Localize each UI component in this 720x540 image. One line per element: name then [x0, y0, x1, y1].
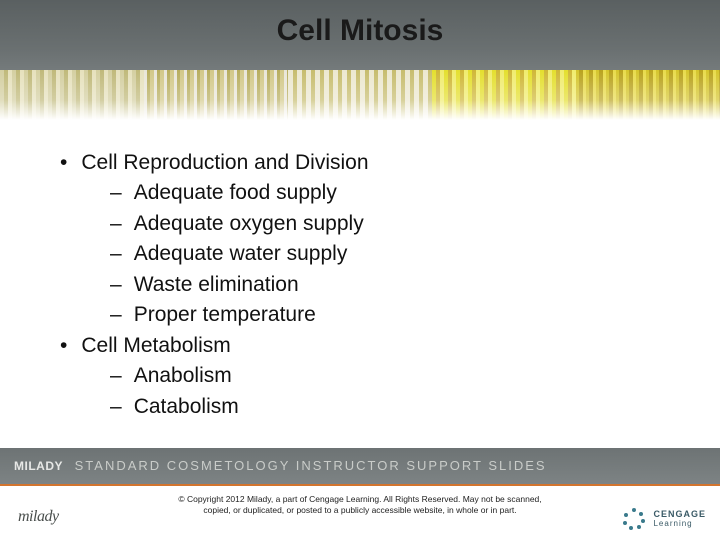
bullet-text: Adequate water supply	[134, 242, 348, 265]
bullet-text: Adequate oxygen supply	[134, 212, 364, 235]
slide-title: Cell Mitosis	[0, 14, 720, 48]
slide: { "title": "Cell Mitosis", "bullets": { …	[0, 0, 720, 540]
cengage-mark-icon	[623, 508, 645, 530]
support-line: MILADY STANDARD COSMETOLOGY INSTRUCTOR S…	[0, 448, 720, 473]
bullet-text: Cell Metabolism	[81, 334, 230, 357]
bullet-text: Anabolism	[134, 364, 232, 387]
bullet-l2: Anabolism	[110, 361, 680, 391]
slide-content: Cell Reproduction and Division Adequate …	[40, 148, 680, 422]
bullet-text: Cell Reproduction and Division	[81, 151, 368, 174]
brand-name: MILADY	[14, 459, 63, 473]
bottom-band: MILADY STANDARD COSMETOLOGY INSTRUCTOR S…	[0, 448, 720, 484]
bullet-text: Waste elimination	[134, 273, 299, 296]
bullet-l2: Waste elimination	[110, 270, 680, 300]
cengage-text: CENGAGE Learning	[653, 510, 706, 529]
bullet-l2: Adequate water supply	[110, 239, 680, 269]
bullet-text: Catabolism	[134, 395, 239, 418]
cengage-logo: CENGAGE Learning	[623, 508, 706, 530]
support-text: STANDARD COSMETOLOGY INSTRUCTOR SUPPORT …	[75, 458, 547, 473]
bullet-l2: Proper temperature	[110, 300, 680, 330]
milady-logo: milady	[18, 508, 59, 526]
copyright: © Copyright 2012 Milady, a part of Cenga…	[100, 494, 620, 517]
footer: © Copyright 2012 Milady, a part of Cenga…	[0, 486, 720, 540]
bullet-l2: Adequate oxygen supply	[110, 209, 680, 239]
copyright-line2: copied, or duplicated, or posted to a pu…	[203, 505, 516, 515]
bullet-text: Adequate food supply	[134, 181, 337, 204]
bullet-l1: Cell Metabolism	[60, 331, 680, 361]
bullet-l2: Adequate food supply	[110, 178, 680, 208]
copyright-line1: © Copyright 2012 Milady, a part of Cenga…	[178, 494, 541, 504]
bullet-l1: Cell Reproduction and Division	[60, 148, 680, 178]
cengage-line2: Learning	[653, 520, 706, 529]
header-texture	[0, 70, 720, 120]
bullet-l2: Catabolism	[110, 392, 680, 422]
bullet-text: Proper temperature	[134, 303, 316, 326]
